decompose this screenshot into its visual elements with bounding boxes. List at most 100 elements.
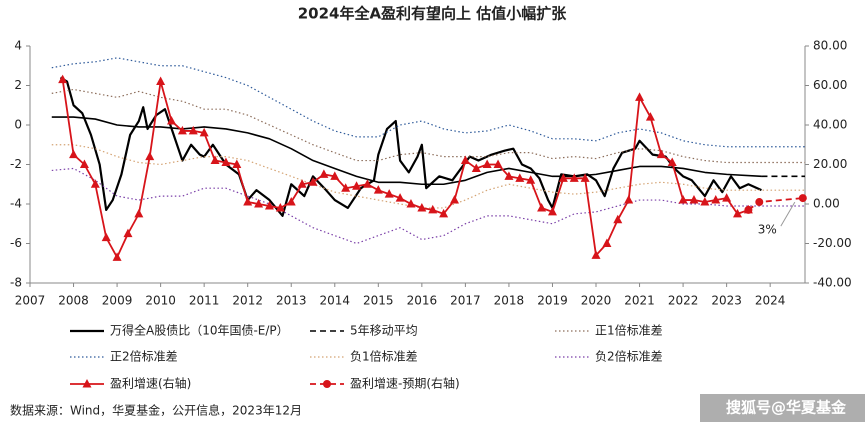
point-marker	[210, 155, 220, 165]
point-marker	[635, 92, 645, 101]
y2-tick-label: 60.00	[813, 78, 847, 92]
legend-label: 负1倍标准差	[350, 349, 418, 364]
point-marker	[264, 200, 274, 210]
legend-label: 万得全A股债比（10年国债-E/P）	[110, 323, 289, 338]
point-marker	[156, 76, 166, 86]
point-marker	[167, 116, 177, 125]
point-marker	[798, 194, 807, 203]
x-tick-label: 2016	[407, 294, 438, 308]
y2-tick-label: 0.00	[813, 197, 840, 211]
point-marker	[123, 228, 133, 238]
point-marker	[323, 380, 331, 388]
x-tick-label: 2008	[58, 294, 89, 308]
point-marker	[504, 171, 514, 180]
point-marker	[395, 193, 405, 202]
point-marker	[755, 198, 764, 207]
point-marker	[373, 185, 383, 194]
point-marker	[243, 197, 253, 206]
point-marker	[439, 208, 449, 218]
point-marker	[319, 169, 329, 178]
y2-tick-label: 20.00	[813, 157, 847, 171]
source-note: 数据来源：Wind，华夏基金，公开信息，2023年12月	[10, 403, 302, 418]
point-marker	[460, 155, 470, 165]
point-marker	[112, 252, 122, 261]
point-marker	[471, 163, 481, 172]
point-marker	[493, 159, 503, 168]
x-tick-label: 2022	[668, 294, 699, 308]
legend-label: 正1倍标准差	[595, 323, 663, 338]
point-marker	[591, 250, 601, 259]
y-tick-label: 2	[14, 78, 22, 92]
point-marker	[417, 202, 427, 212]
point-marker	[145, 151, 155, 161]
x-tick-label: 2012	[232, 294, 263, 308]
point-marker	[286, 197, 296, 206]
point-marker	[177, 125, 187, 135]
point-marker	[297, 179, 307, 188]
point-marker	[624, 195, 634, 204]
point-marker	[558, 173, 568, 182]
point-marker	[547, 206, 557, 216]
point-marker	[134, 208, 144, 218]
point-marker	[482, 159, 492, 168]
point-marker	[221, 157, 231, 167]
y-tick-label: -2	[10, 157, 22, 171]
point-marker	[667, 157, 677, 167]
point-marker	[569, 173, 579, 182]
x-tick-label: 2009	[102, 294, 133, 308]
point-marker	[645, 112, 655, 121]
point-marker	[58, 74, 68, 84]
point-marker	[232, 159, 242, 168]
x-tick-label: 2017	[450, 294, 481, 308]
y-tick-label: -6	[10, 236, 22, 250]
point-marker	[450, 195, 460, 204]
legend-label: 盈利增速-预期(右轴)	[350, 376, 460, 391]
point-marker	[199, 127, 209, 137]
point-marker	[188, 125, 198, 135]
x-tick-label: 2021	[624, 294, 655, 308]
point-marker	[580, 173, 590, 182]
point-marker	[69, 149, 79, 159]
series-line	[59, 76, 762, 217]
point-marker	[613, 214, 623, 224]
x-tick-label: 2010	[145, 294, 176, 308]
point-marker	[526, 175, 536, 184]
point-marker	[722, 193, 732, 202]
point-marker	[384, 189, 394, 198]
y2-tick-label: 40.00	[813, 118, 847, 132]
point-marker	[733, 208, 743, 218]
point-marker	[362, 179, 372, 188]
x-tick-label: 2015	[363, 294, 394, 308]
series-line	[51, 88, 805, 164]
point-marker	[700, 197, 710, 206]
series-line	[51, 144, 805, 209]
point-marker	[744, 205, 753, 214]
y2-tick-label: -20.00	[813, 236, 852, 250]
point-marker	[79, 159, 89, 168]
point-marker	[352, 181, 362, 190]
y2-tick-label: -40.00	[813, 276, 852, 290]
point-marker	[341, 183, 351, 192]
point-marker	[428, 204, 438, 214]
point-marker	[537, 202, 547, 212]
legend-label: 5年移动平均	[350, 324, 418, 338]
x-tick-label: 2011	[189, 294, 220, 308]
annotation-leader	[780, 201, 796, 227]
point-marker	[275, 202, 285, 212]
x-tick-label: 2007	[15, 294, 46, 308]
y-tick-label: -4	[10, 197, 22, 211]
annotation-label: 3%	[758, 223, 777, 237]
point-marker	[689, 195, 699, 204]
x-tick-label: 2014	[320, 294, 351, 308]
x-tick-label: 2024	[755, 294, 786, 308]
point-marker	[678, 195, 688, 204]
y-tick-label: -8	[10, 276, 22, 290]
y-tick-label: 0	[14, 118, 22, 132]
x-tick-label: 2019	[537, 294, 568, 308]
point-marker	[82, 379, 92, 388]
point-marker	[515, 173, 525, 182]
watermark: 搜狐号@华夏基金	[726, 399, 847, 417]
legend-label: 盈利增速(右轴)	[110, 376, 191, 391]
chart-title: 2024年全A盈利有望向上 估值小幅扩张	[298, 5, 568, 23]
